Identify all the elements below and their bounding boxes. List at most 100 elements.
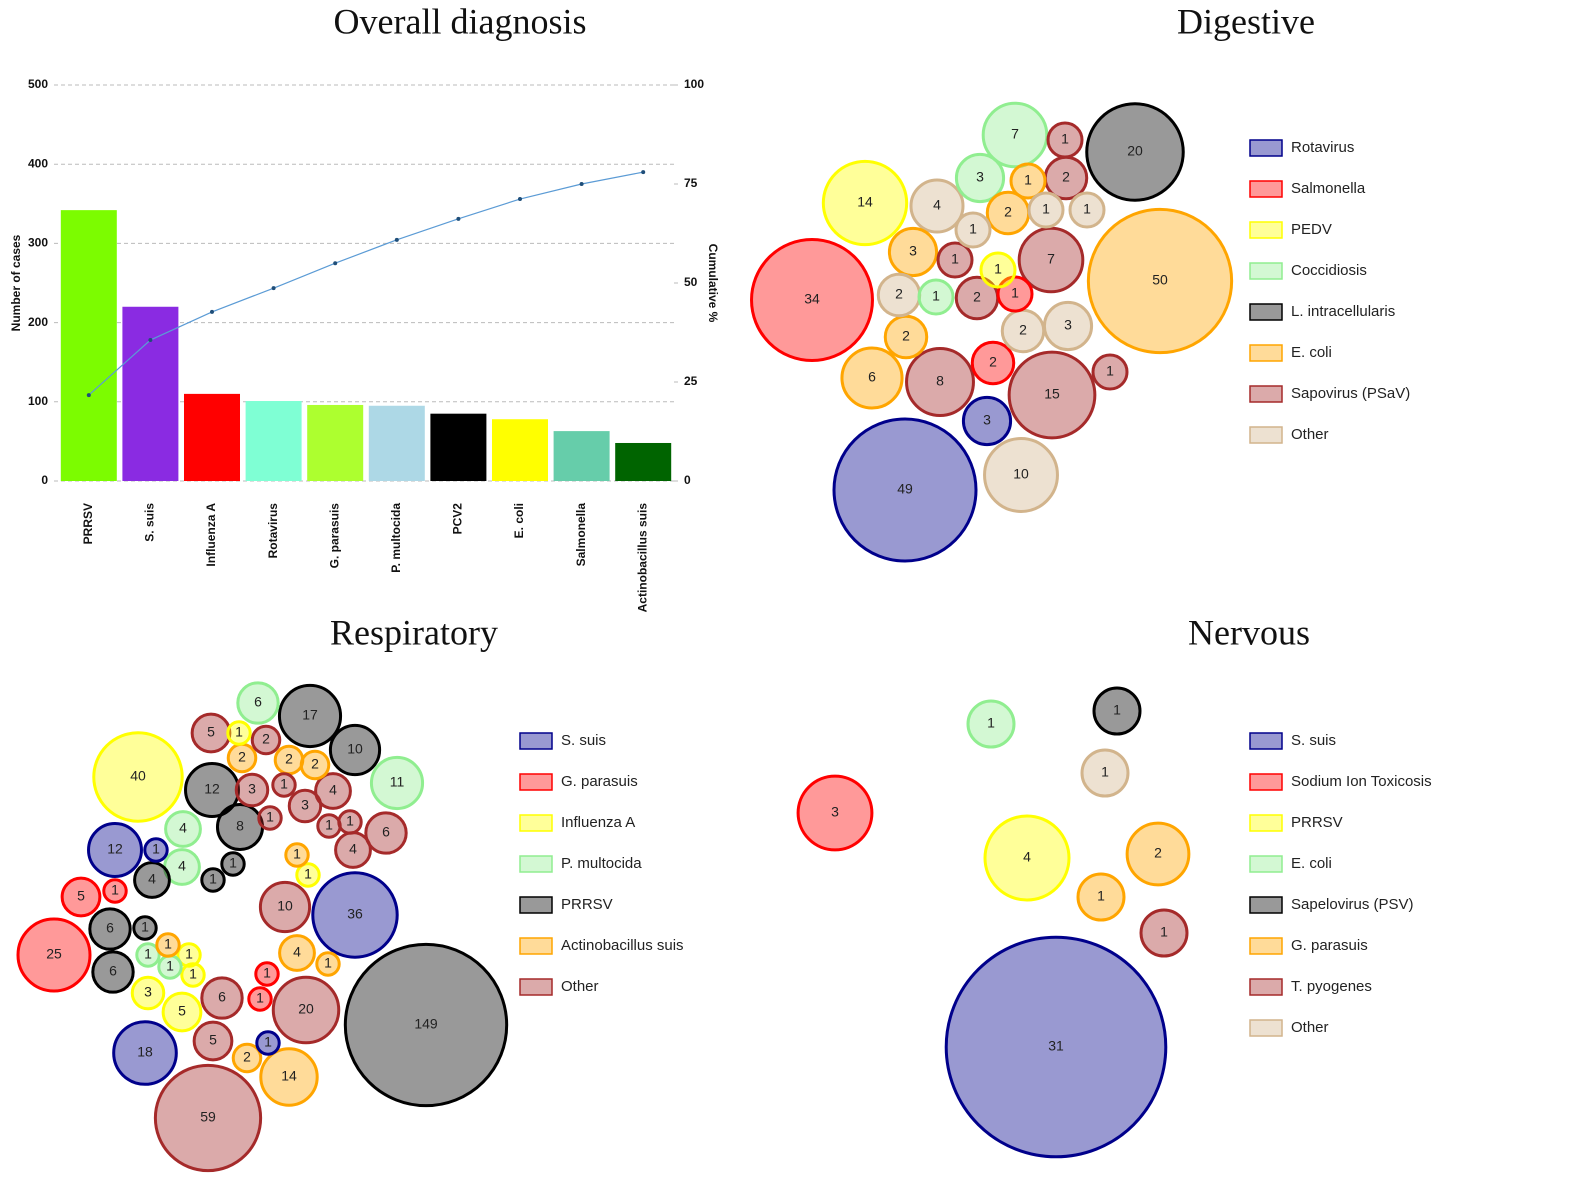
bubble-label: 2 (1062, 169, 1070, 185)
cumulative-line (88, 171, 644, 396)
bubble-label: 18 (137, 1044, 153, 1060)
legend-label: G. parasuis (1291, 937, 1368, 954)
line-marker (210, 309, 214, 314)
y-tick-label: 0 (41, 473, 48, 487)
bubble (295, 862, 321, 888)
bubble-label: 1 (263, 965, 271, 981)
bubble-label: 1 (1106, 363, 1114, 379)
bubble-label: 2 (895, 286, 903, 302)
bubble (271, 975, 341, 1045)
bubble (954, 152, 1006, 204)
bubble (944, 935, 1168, 1159)
bubble-label: 4 (1023, 849, 1031, 865)
bubble-label: 3 (301, 797, 309, 813)
legend-label: E. coli (1291, 855, 1332, 872)
bubble-label: 11 (390, 774, 405, 790)
bubble (271, 772, 297, 798)
legend-label: Other (561, 978, 599, 995)
bar (492, 419, 548, 481)
bubble (1027, 191, 1065, 229)
bubble-label: 3 (248, 781, 256, 797)
y2-tick-label: 75 (684, 176, 698, 190)
legend-swatch (1249, 426, 1283, 444)
bubble (88, 907, 132, 951)
bubble-label: 1 (185, 946, 193, 962)
bubble-label: 1 (166, 958, 174, 974)
bubble-label: 1 (111, 882, 119, 898)
bubble (1017, 226, 1085, 294)
bubble (143, 837, 169, 863)
bubble-label: 14 (857, 194, 873, 210)
bubble (284, 842, 310, 868)
bubble-label: 1 (1061, 131, 1069, 147)
bubble-label: 8 (936, 373, 944, 389)
bubble (917, 278, 955, 316)
legend-label: Coccidiosis (1291, 262, 1367, 279)
line-marker (271, 286, 276, 291)
bubble (16, 917, 92, 993)
legend-swatch (1249, 180, 1283, 198)
bubble (135, 942, 161, 968)
bubble-label: 1 (969, 221, 977, 237)
x-tick-label: Salmonella (574, 503, 588, 567)
bubble (364, 811, 408, 855)
bubble (180, 962, 206, 988)
bubble (314, 772, 352, 810)
bubble-label: 4 (178, 858, 186, 874)
bubble (247, 986, 273, 1012)
legend-swatch (519, 732, 553, 750)
bubble (936, 241, 974, 279)
bubble (277, 683, 343, 749)
bar (368, 405, 425, 481)
legend-swatch (519, 937, 553, 955)
bubble-label: 1 (209, 871, 217, 887)
bubble-label: 6 (218, 989, 226, 1005)
bubble-label: 4 (329, 782, 337, 798)
y2-tick-label: 25 (684, 374, 698, 388)
bubble-label: 1 (1113, 702, 1121, 718)
bubble (954, 211, 992, 249)
bubble (299, 749, 331, 781)
bubble-label: 1 (1097, 888, 1105, 904)
bubble (190, 712, 232, 754)
x-tick-label: S. suis (143, 503, 157, 542)
legend-label: P. multocida (561, 855, 642, 872)
bubble-label: 14 (281, 1068, 297, 1084)
bubble-label: 1 (1101, 764, 1109, 780)
bubble-label: 2 (1154, 845, 1162, 861)
x-tick-label: P. multocida (389, 503, 403, 573)
bubble-label: 10 (277, 898, 293, 914)
bubble-label: 4 (179, 820, 187, 836)
y2-axis-label: Cumulative % (706, 244, 720, 323)
x-tick-label: G. parasuis (327, 503, 341, 569)
bubble-label: 6 (106, 920, 114, 936)
legend-swatch (1249, 262, 1283, 280)
bubble (200, 976, 244, 1020)
bubble-label: 3 (976, 169, 984, 185)
bubble (164, 810, 202, 848)
bubble-label: 17 (302, 707, 318, 723)
bubble-label: 1 (266, 809, 274, 825)
bubble-label: 1 (987, 715, 995, 731)
legend-swatch (1249, 814, 1283, 832)
bubble-label: 1 (932, 288, 940, 304)
bubble (258, 880, 312, 934)
bubble-label: 7 (1047, 251, 1055, 267)
bar (430, 413, 487, 481)
bubble (905, 347, 975, 417)
bubble-label: 2 (243, 1049, 251, 1065)
x-tick-label: Rotavirus (266, 503, 280, 559)
bubble (133, 861, 171, 899)
bubble (60, 876, 102, 918)
y-tick-label: 500 (28, 77, 48, 91)
bar (553, 431, 610, 481)
bubble (259, 1047, 319, 1107)
legend-label: L. intracellularis (1291, 303, 1395, 320)
bubble (255, 1030, 281, 1056)
bubble-label: 4 (293, 944, 301, 960)
legend-label: S. suis (1291, 732, 1336, 749)
bubble (832, 417, 978, 563)
bubble-label: 10 (347, 741, 363, 757)
bubble-label: 6 (382, 824, 390, 840)
